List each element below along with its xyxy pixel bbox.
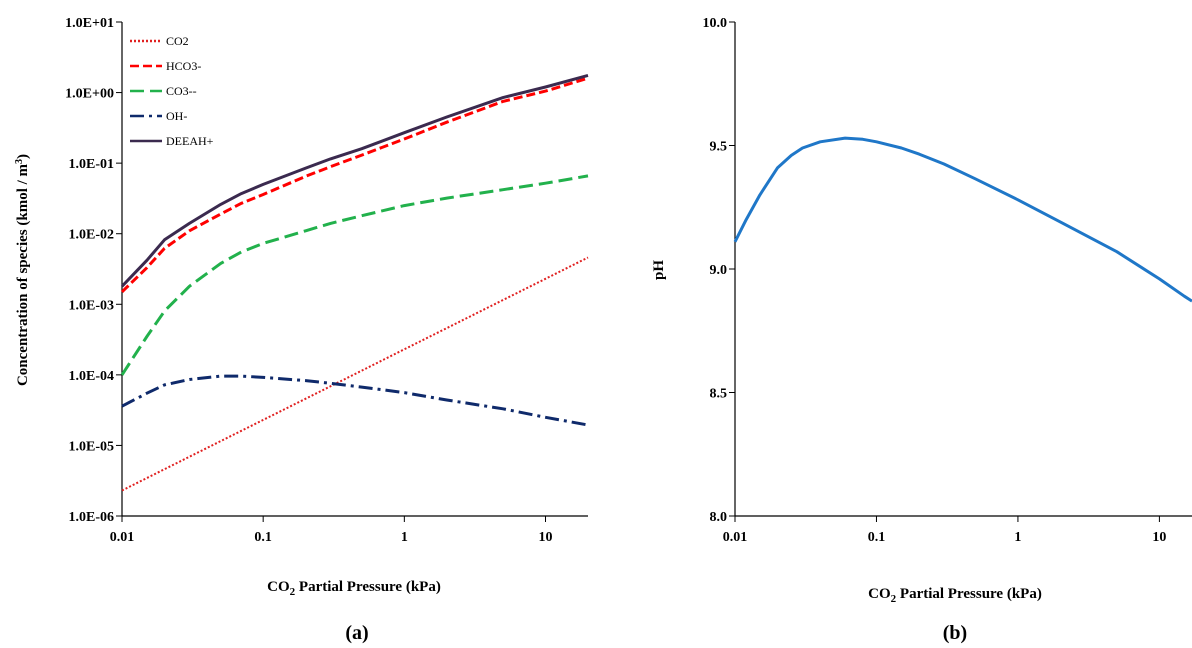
panel-a-x-tick-label: 10	[539, 530, 553, 545]
panel-b-x-tick-label: 0.01	[723, 530, 748, 545]
legend-label-hco3-: HCO3-	[166, 59, 201, 73]
panel-b-x-tick-label: 10	[1152, 530, 1166, 545]
panel-a-y-tick-label: 1.0E-01	[69, 157, 115, 172]
legend-label-oh-: OH-	[166, 109, 187, 123]
panel-b-y-axis-title: pH	[651, 260, 667, 280]
legend-label-deeah-: DEEAH+	[166, 134, 214, 148]
panel-a-series-line-co2	[121, 256, 589, 492]
panel-b-y-tick-label: 9.5	[710, 140, 728, 155]
panel-a-y-tick-label: 1.0E-04	[69, 369, 115, 384]
panel-a-x-tick-label: 0.1	[254, 530, 272, 545]
legend-label-co2: CO2	[166, 34, 189, 48]
panel-a-y-axis-title-main: Concentration of species (kmol / m	[15, 163, 31, 386]
panel-b-x-axis-title-sub: 2	[891, 593, 897, 605]
panel-b-y-tick-label: 8.5	[710, 387, 728, 402]
panel-a-chart: 0.01 0.1 1 10 1.0E-06 1.0E-05 1.0E-04 1.0E-03 1.…	[14, 16, 589, 644]
panel-a-y-tick-label: 1.0E+00	[65, 87, 114, 102]
panel-a-series-line-deeah-	[120, 73, 589, 288]
panel-b-plot-area: 0.01 0.1 1 10 8.0 8.5 9.0 9.5 10.0	[703, 16, 1192, 545]
panel-a-x-axis-title: CO2 Partial Pressure (kPa)	[267, 579, 441, 598]
panel-a-y-axis-title-rest: )	[15, 154, 31, 159]
panel-b-x-tick-label: 1	[1014, 530, 1021, 545]
panel-a-y-axis-title-sup: 3	[14, 159, 25, 164]
panel-a-x-tick-label: 0.01	[110, 530, 135, 545]
panel-a-series-line-oh-	[121, 374, 589, 427]
panel-a-legend: CO2 HCO3- CO3-- OH- DEEAH+	[130, 34, 214, 148]
panel-a-y-tick-label: 1.0E-06	[69, 510, 115, 525]
panel-b-y-tick-label: 9.0	[710, 263, 728, 278]
panel-a-series-line-hco3-	[120, 76, 589, 293]
panel-a-y-tick-label: 1.0E-05	[69, 439, 115, 454]
panel-b-x-axis-title-rest: Partial Pressure (kPa)	[896, 586, 1042, 602]
panel-b-label: (b)	[943, 622, 967, 644]
panel-b-chart: 0.01 0.1 1 10 8.0 8.5 9.0 9.5 10.0 CO2 Partial P…	[651, 16, 1192, 644]
panel-a-plot-area: 0.01 0.1 1 10 1.0E-06 1.0E-05 1.0E-04 1.0E-03 1.…	[65, 16, 589, 545]
panel-a-x-axis-title-rest: Partial Pressure (kPa)	[295, 579, 441, 595]
panel-a-y-tick-label: 1.0E-02	[69, 228, 115, 243]
panel-b-x-axis-title: CO2 Partial Pressure (kPa)	[868, 586, 1042, 605]
panel-a-y-axis-title: Concentration of species (kmol / m3)	[14, 154, 31, 386]
panel-b-y-tick-label: 8.0	[710, 510, 728, 525]
panel-a-series-line-co3-	[120, 174, 589, 376]
panel-b-y-tick-label: 10.0	[703, 16, 728, 31]
panel-a-x-tick-label: 1	[401, 530, 408, 545]
legend-label-co3-: CO3--	[166, 84, 197, 98]
panel-a-y-tick-label: 1.0E+01	[65, 16, 114, 31]
panel-b-x-axis-title-main: CO	[868, 586, 891, 602]
panel-a-y-tick-label: 1.0E-03	[69, 298, 115, 313]
panel-b-x-tick-label: 0.1	[868, 530, 886, 545]
panel-a-label: (a)	[345, 622, 368, 644]
panel-b-series-line-series-0	[733, 136, 1192, 303]
panel-a-x-axis-title-sub: 2	[290, 586, 296, 598]
panel-a-x-axis-title-main: CO	[267, 579, 290, 595]
